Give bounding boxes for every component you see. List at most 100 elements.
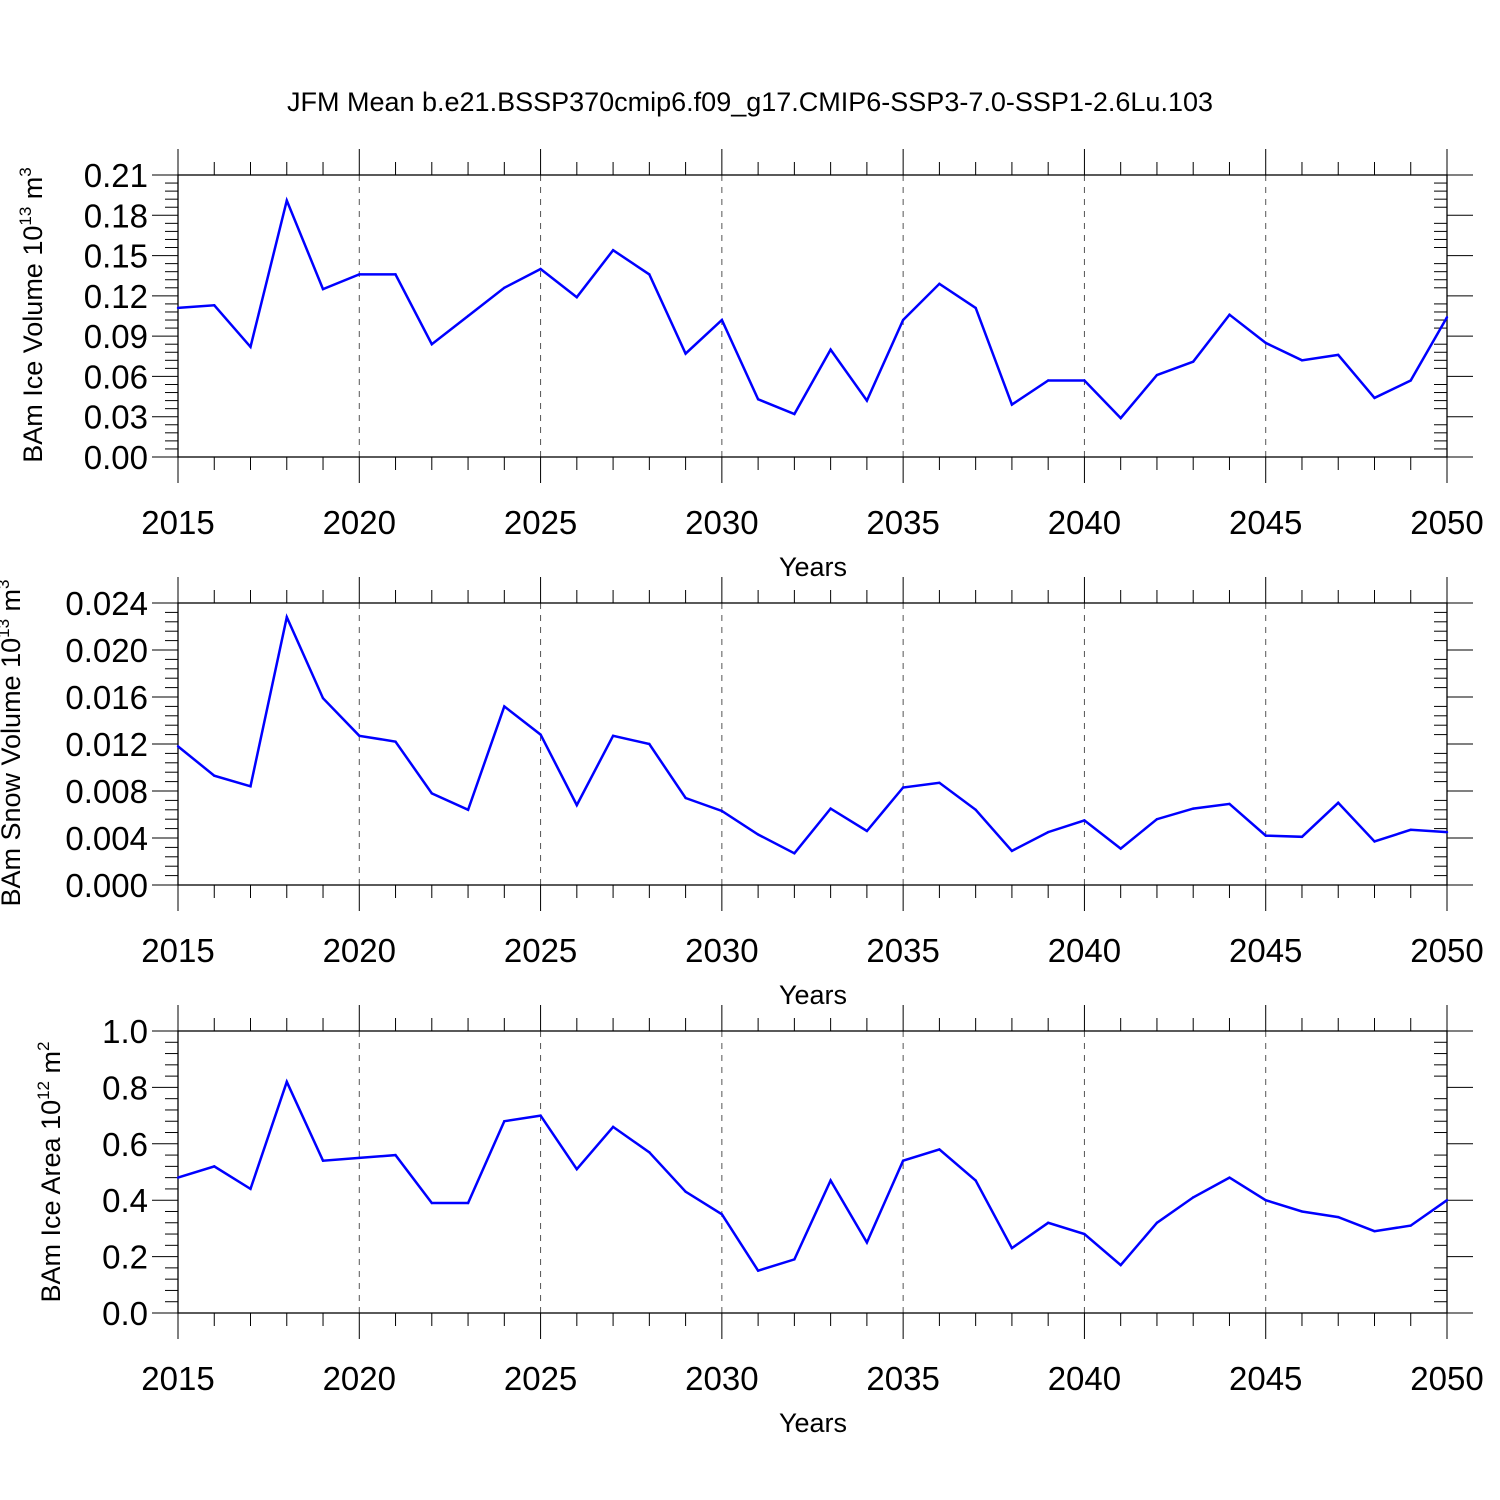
x-tick-label: 2030 <box>685 1360 758 1397</box>
data-point <box>285 615 288 619</box>
data-point <box>503 705 506 708</box>
data-point <box>321 696 325 700</box>
y-tick-label: 0.000 <box>65 867 148 904</box>
data-point <box>539 733 542 736</box>
x-tick-label: 2050 <box>1410 504 1483 541</box>
x-tick-label: 2015 <box>141 932 214 969</box>
data-point <box>793 412 796 416</box>
data-point <box>503 286 506 289</box>
data-point <box>430 343 433 346</box>
data-point <box>611 734 615 737</box>
data-point <box>865 1241 869 1244</box>
data-point <box>466 1201 470 1205</box>
data-point <box>648 273 651 276</box>
y-tick-label: 0.00 <box>84 439 148 476</box>
data-point <box>901 786 905 789</box>
data-point <box>974 1179 977 1182</box>
data-point <box>539 1114 542 1117</box>
x-tick-label: 2035 <box>866 1360 939 1397</box>
x-tick-label: 2025 <box>504 932 577 969</box>
y-tick-label: 0.12 <box>84 278 148 315</box>
y-tick-label: 0.6 <box>102 1126 148 1163</box>
data-point <box>1119 1263 1122 1267</box>
plot-frame <box>177 174 1448 458</box>
data-point <box>358 734 361 737</box>
data-point <box>1192 807 1195 810</box>
data-point <box>720 809 724 813</box>
data-point <box>1155 373 1159 377</box>
x-tick-label: 2040 <box>1048 932 1121 969</box>
data-point <box>974 306 977 310</box>
data-point <box>756 398 760 401</box>
data-point <box>756 833 760 836</box>
y-tick-label: 0.008 <box>65 773 148 810</box>
data-point <box>1119 416 1122 420</box>
x-tick-label: 2045 <box>1229 932 1302 969</box>
data-point <box>430 792 433 795</box>
data-point <box>684 1190 687 1193</box>
x-tick-label: 2020 <box>323 932 396 969</box>
data-point <box>394 1153 397 1157</box>
data-point <box>829 807 832 810</box>
data-point <box>1409 379 1412 382</box>
data-point <box>321 1159 325 1162</box>
x-tick-label: 2035 <box>866 504 939 541</box>
x-tick-label: 2050 <box>1410 1360 1483 1397</box>
data-point <box>1083 379 1086 382</box>
snow-volume-panel: Years BAm Snow Volume 1013 m3 2015 2020 20… <box>0 577 1484 1010</box>
data-point <box>648 1151 651 1154</box>
data-point <box>1155 818 1159 821</box>
x-tick-label: 2020 <box>323 1360 396 1397</box>
x-tick-label: 2030 <box>685 932 758 969</box>
data-point <box>720 1213 724 1216</box>
data-point <box>321 287 325 291</box>
data-point <box>394 273 397 276</box>
x-axis-label: Years <box>779 980 847 1010</box>
data-point <box>249 345 252 349</box>
data-point <box>1337 801 1340 804</box>
plot-frame <box>177 602 1448 886</box>
data-point <box>539 267 542 271</box>
y-tick-label: 0.020 <box>65 632 148 669</box>
data-point <box>865 829 869 833</box>
y-tick-label: 0.09 <box>84 318 148 355</box>
ice-volume-panel: Years BAm Ice Volume 1013 m3 2015 2020 202… <box>16 149 1484 582</box>
data-point <box>176 745 180 748</box>
x-tick-label: 2035 <box>866 932 939 969</box>
data-point <box>1445 1199 1449 1202</box>
data-point <box>1337 353 1340 357</box>
y-tick-label: 0.8 <box>102 1069 148 1106</box>
data-point <box>1228 1176 1231 1179</box>
data-point <box>575 296 579 299</box>
x-tick-label: 2020 <box>323 504 396 541</box>
data-point <box>1300 835 1304 839</box>
data-point <box>1010 403 1014 406</box>
y-tick-label: 0.03 <box>84 399 148 436</box>
data-point <box>1373 1230 1376 1233</box>
x-axis-label: Years <box>779 1408 847 1438</box>
y-tick-label: 0.06 <box>84 358 148 395</box>
figure-title: JFM Mean b.e21.BSSP370cmip6.f09_g17.CMIP… <box>287 87 1213 117</box>
data-point <box>1300 359 1304 362</box>
data-point <box>213 304 216 307</box>
data-point <box>938 1148 941 1151</box>
data-point <box>938 781 941 784</box>
y-tick-label: 0.21 <box>84 157 148 194</box>
data-point <box>213 774 216 777</box>
series-line <box>177 1078 1448 1273</box>
data-point <box>358 273 361 276</box>
x-tick-label: 2045 <box>1229 1360 1302 1397</box>
data-point <box>938 282 941 285</box>
y-axis-label: BAm Snow Volume 1013 m3 <box>0 579 26 906</box>
y-tick-label: 0.0 <box>102 1295 148 1332</box>
x-tick-label: 2040 <box>1048 1360 1121 1397</box>
data-point <box>394 740 397 743</box>
y-tick-label: 0.024 <box>65 585 148 622</box>
data-point <box>466 314 470 318</box>
data-point <box>1228 313 1231 316</box>
data-point <box>648 742 651 746</box>
data-point <box>1409 828 1412 831</box>
data-point <box>720 318 724 322</box>
y-tick-label: 0.4 <box>102 1182 148 1219</box>
x-tick-label: 2040 <box>1048 504 1121 541</box>
